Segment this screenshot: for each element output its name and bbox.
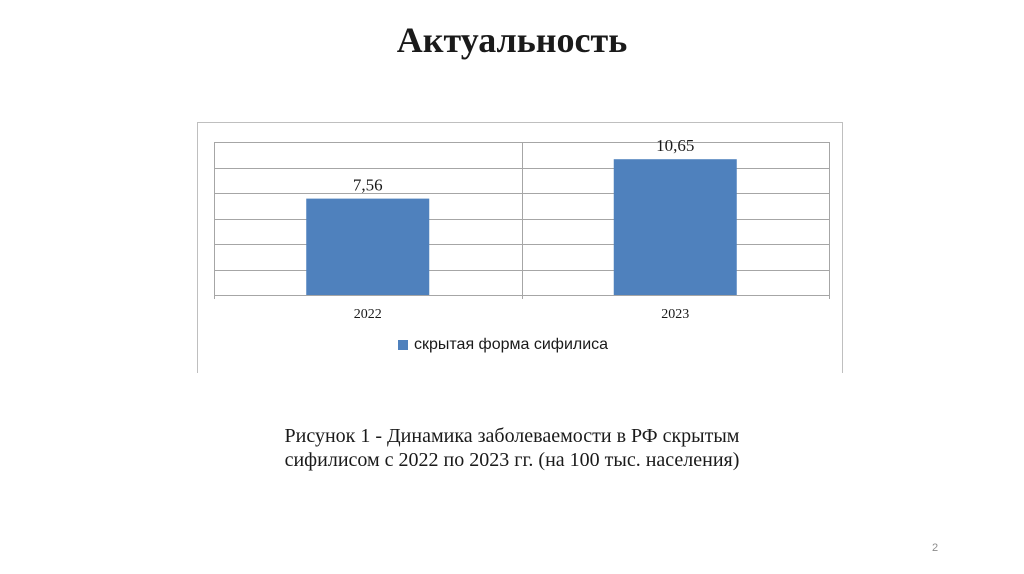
bar xyxy=(306,198,430,295)
data-label: 7,56 xyxy=(353,176,383,195)
page-number: 2 xyxy=(932,542,939,554)
slide-title: Актуальность xyxy=(396,20,628,60)
legend-swatch xyxy=(398,340,408,350)
bar-chart: 7,56 2022 10,65 2023 скрытая форма сифилиса xyxy=(214,136,830,353)
legend-label: скрытая форма сифилиса xyxy=(414,336,608,353)
bar xyxy=(613,159,737,295)
chart-frame: 7,56 2022 10,65 2023 скрытая форма сифилиса xyxy=(197,122,843,373)
category-label: 2023 xyxy=(661,307,689,322)
data-label: 10,65 xyxy=(656,136,694,155)
figure-caption: Рисунок 1 - Динамика заболеваемости в РФ… xyxy=(284,425,740,471)
category-label: 2022 xyxy=(354,307,382,322)
